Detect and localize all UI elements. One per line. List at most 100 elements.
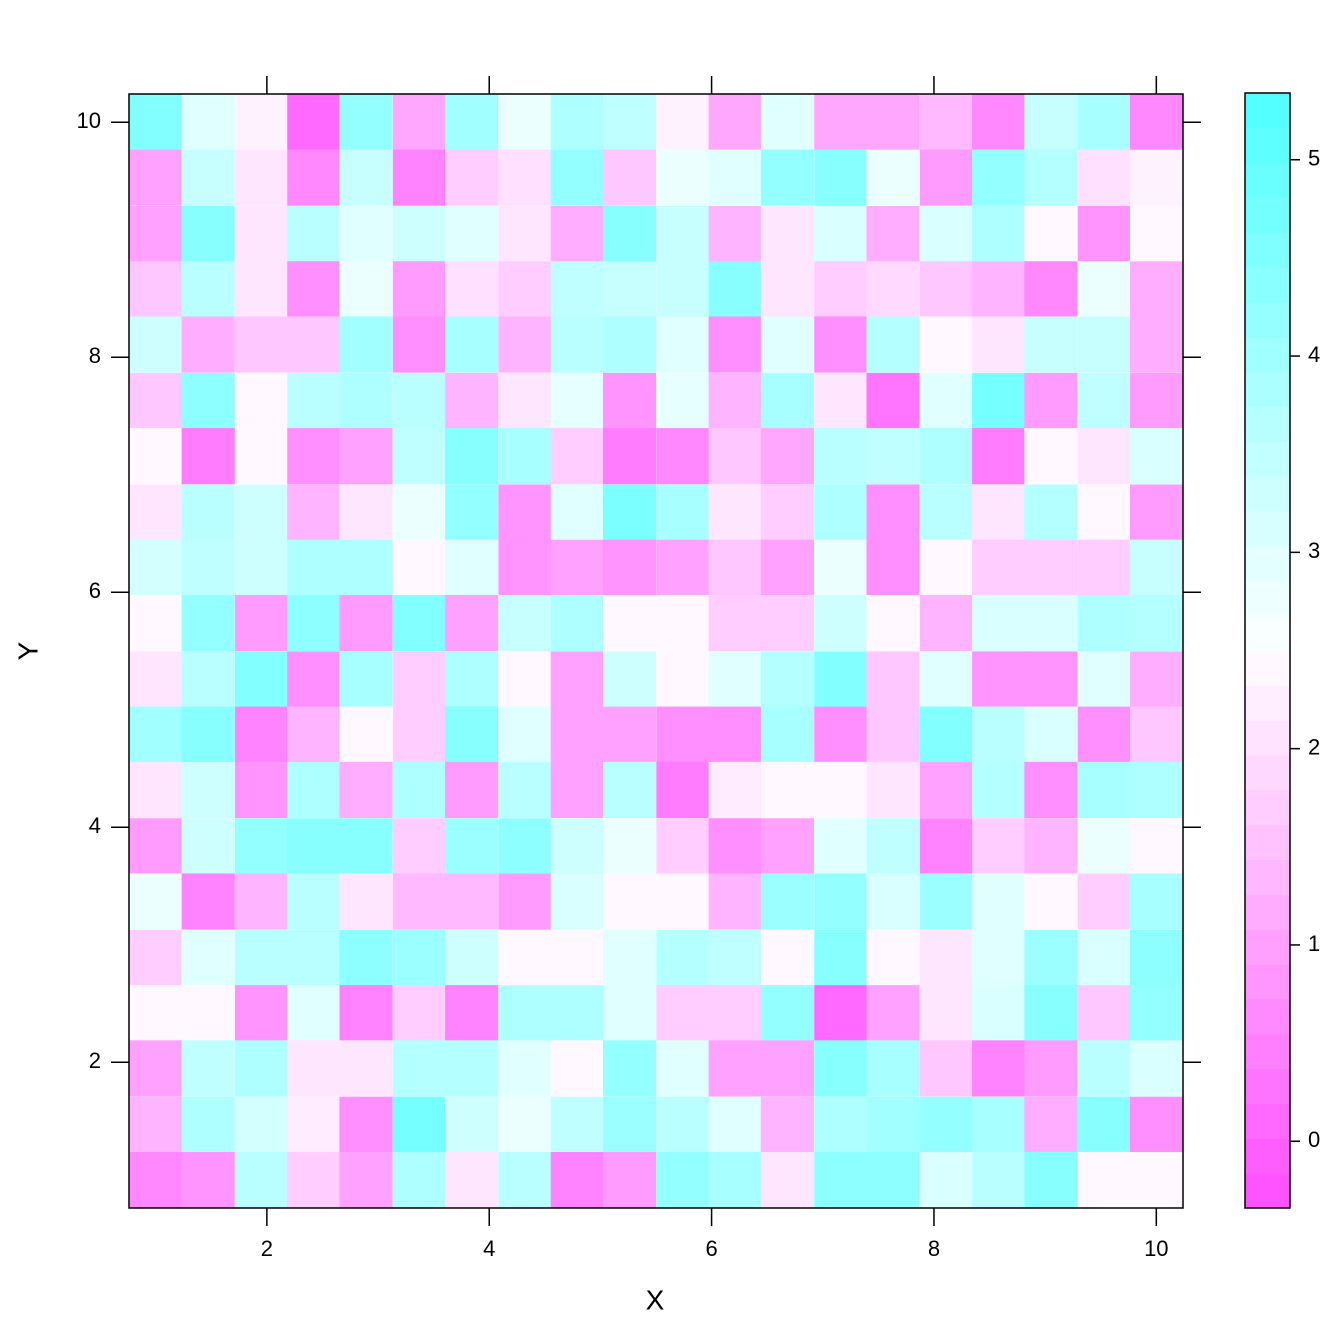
heat-cell	[1024, 873, 1078, 930]
y-tick-label: 6	[89, 578, 101, 603]
heat-cell	[656, 985, 710, 1042]
heat-cell	[866, 1040, 920, 1097]
heat-cell	[234, 594, 289, 652]
heat-cell	[129, 818, 183, 875]
colorbar-band	[1245, 93, 1290, 129]
heat-cell	[392, 1040, 447, 1097]
heat-cell	[1024, 261, 1078, 318]
heat-cell	[550, 372, 604, 430]
heat-cell	[1077, 316, 1131, 373]
colorbar-band	[1245, 580, 1290, 617]
heat-cell	[1024, 206, 1078, 263]
heat-cell	[972, 761, 1026, 818]
y-tick-label: 2	[89, 1048, 101, 1073]
heat-cell	[1077, 149, 1131, 206]
colorbar-band	[1245, 441, 1290, 477]
heat-cell	[550, 873, 604, 930]
heat-cell	[866, 1151, 920, 1209]
heat-cell	[814, 706, 868, 763]
heat-cell	[814, 985, 868, 1042]
heat-cell	[1129, 261, 1184, 318]
heat-cell	[550, 149, 604, 206]
heat-cell	[972, 484, 1026, 541]
heat-cell	[1129, 929, 1184, 987]
heat-cell	[181, 1096, 235, 1153]
heat-cell	[602, 484, 657, 541]
heat-cell	[919, 818, 974, 875]
heat-cell	[339, 1040, 393, 1097]
heat-cell	[392, 985, 447, 1042]
colorbar-band	[1245, 929, 1290, 965]
heat-cell	[234, 873, 289, 930]
colorbar-tick-label: 0	[1308, 1127, 1320, 1152]
colorbar-tick-label: 2	[1308, 734, 1320, 759]
heat-cell	[287, 706, 341, 763]
heat-cell	[1024, 818, 1078, 875]
heat-cell	[392, 706, 447, 763]
heat-cell	[866, 428, 920, 485]
heat-cell	[445, 651, 499, 708]
heat-cell	[1077, 985, 1131, 1042]
heat-cell	[760, 651, 815, 708]
heat-cell	[339, 94, 393, 151]
heat-cell	[287, 651, 341, 708]
heat-cell	[708, 594, 762, 652]
heat-cell	[602, 1151, 657, 1209]
heat-cell	[1077, 1040, 1131, 1097]
heat-cell	[129, 206, 183, 263]
heat-cell	[1129, 985, 1184, 1042]
heat-cell	[972, 206, 1026, 263]
heat-cell	[445, 484, 499, 541]
heat-cell	[919, 594, 974, 652]
heat-cell	[392, 372, 447, 430]
heat-cell	[392, 594, 447, 652]
heat-cell	[234, 94, 289, 151]
heat-cell	[866, 539, 920, 596]
colorbar-tick-label: 5	[1308, 146, 1320, 171]
heat-cell	[445, 1151, 499, 1209]
heat-cell	[919, 985, 974, 1042]
heat-cell	[1129, 706, 1184, 763]
heat-cell	[181, 372, 235, 430]
heat-cell	[866, 206, 920, 263]
x-tick-label: 6	[705, 1236, 717, 1261]
heat-cell	[392, 316, 447, 373]
heat-cell	[339, 706, 393, 763]
heat-cell	[181, 316, 235, 373]
heat-cell	[392, 651, 447, 708]
colorbar-band	[1245, 232, 1290, 268]
heat-cell	[339, 428, 393, 485]
heat-cell	[919, 261, 974, 318]
heat-cell	[392, 873, 447, 930]
heat-cell	[1129, 1151, 1184, 1209]
heat-cell	[708, 706, 762, 763]
heat-cell	[656, 261, 710, 318]
heat-cell	[919, 1096, 974, 1153]
x-tick-label: 8	[928, 1236, 940, 1261]
heat-cell	[181, 818, 235, 875]
heat-cell	[445, 94, 499, 151]
heat-cell	[445, 149, 499, 206]
heat-cell	[656, 929, 710, 987]
heat-cell	[919, 539, 974, 596]
heat-cell	[656, 372, 710, 430]
heat-cell	[602, 761, 657, 818]
heat-cell	[498, 484, 552, 541]
heat-cell	[339, 873, 393, 930]
heat-cell	[1024, 985, 1078, 1042]
heat-cell	[656, 1151, 710, 1209]
heat-cell	[129, 651, 183, 708]
heat-cell	[602, 818, 657, 875]
heat-cell	[866, 94, 920, 151]
heat-cell	[392, 1096, 447, 1153]
heat-cell	[708, 261, 762, 318]
heat-cell	[129, 761, 183, 818]
heat-cell	[1077, 929, 1131, 987]
heat-cell	[656, 594, 710, 652]
heat-cell	[1024, 651, 1078, 708]
heat-cell	[550, 706, 604, 763]
colorbar-band	[1245, 1033, 1290, 1070]
heat-cell	[234, 484, 289, 541]
heat-cell	[498, 372, 552, 430]
